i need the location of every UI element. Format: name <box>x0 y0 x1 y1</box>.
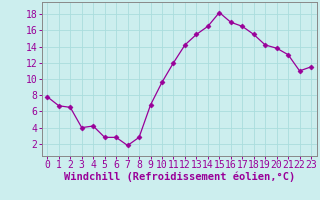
X-axis label: Windchill (Refroidissement éolien,°C): Windchill (Refroidissement éolien,°C) <box>64 172 295 182</box>
